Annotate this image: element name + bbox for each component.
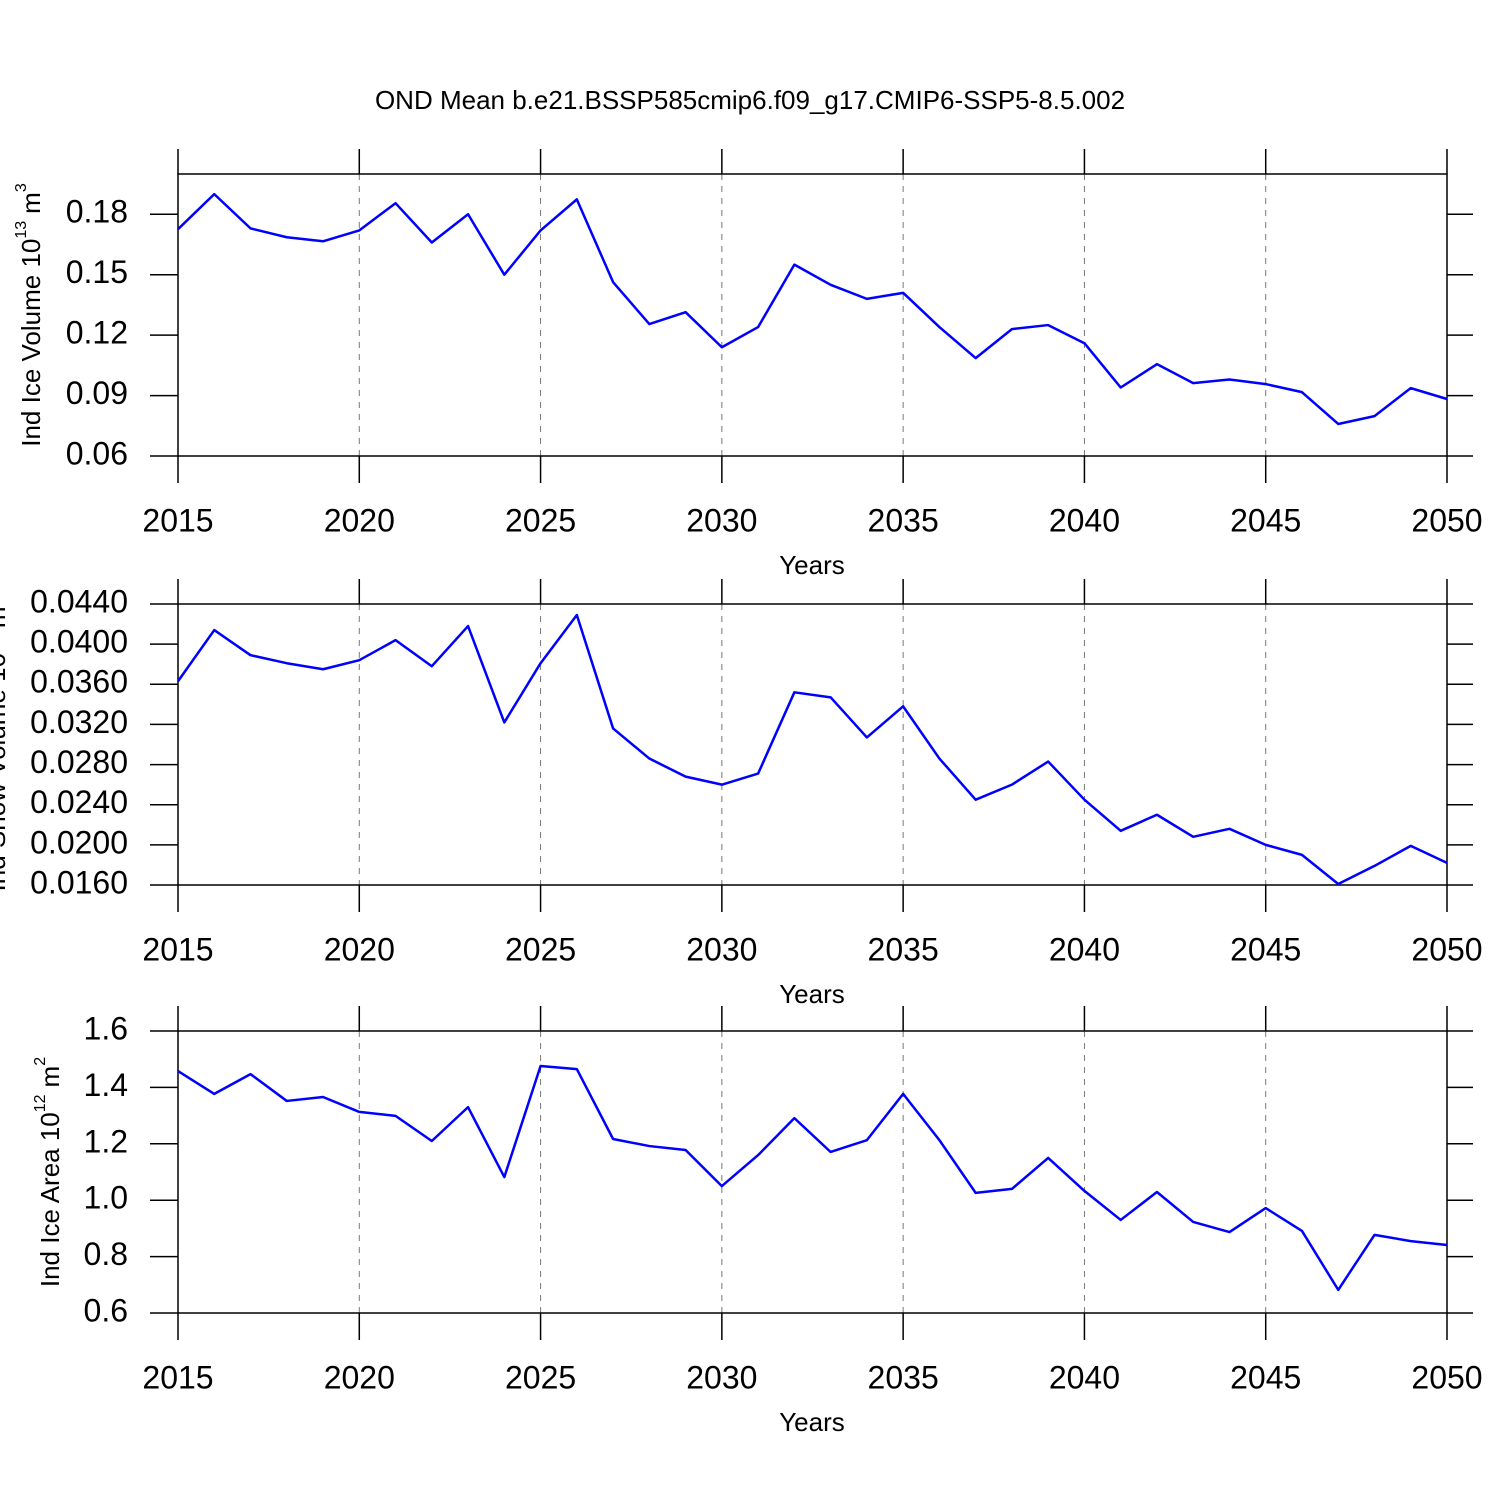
y-tick-label: 0.6 <box>84 1292 128 1328</box>
x-tick-label: 2045 <box>1230 1359 1301 1395</box>
y-axis-label-unit: m <box>16 192 46 214</box>
plot-frame <box>177 173 1448 457</box>
y-tick-label: 0.0160 <box>30 864 128 900</box>
x-tick-label: 2050 <box>1411 931 1482 967</box>
y-axis-label: Ind Ice Volume 1013 m3 <box>13 183 46 447</box>
x-tick-label: 2015 <box>142 931 213 967</box>
x-tick-label: 2020 <box>324 502 395 538</box>
x-tick-label: 2040 <box>1049 502 1120 538</box>
y-axis-label-unit: m <box>0 606 11 628</box>
x-tick-label: 2020 <box>324 1359 395 1395</box>
y-tick-label: 1.2 <box>84 1123 128 1159</box>
x-tick-label: 2025 <box>505 931 576 967</box>
y-axis-label-text: Ind Ice Area 10 <box>35 1112 65 1287</box>
y-tick-label: 0.15 <box>66 254 128 290</box>
x-tick-label: 2015 <box>142 1359 213 1395</box>
chart-title: OND Mean b.e21.BSSP585cmip6.f09_g17.CMIP… <box>375 85 1125 115</box>
x-tick-label: 2035 <box>868 1359 939 1395</box>
x-axis-label: Years <box>779 1407 845 1437</box>
y-axis-label-exp: 12 <box>32 1094 49 1112</box>
data-line <box>177 1064 1448 1292</box>
y-tick-label: 0.8 <box>84 1236 128 1272</box>
x-tick-label: 2030 <box>686 931 757 967</box>
y-tick-label: 0.0240 <box>30 784 128 820</box>
y-axis-label-unit-exp: 3 <box>13 183 30 192</box>
y-tick-label: 0.18 <box>66 194 128 230</box>
plot-frame <box>177 1030 1448 1314</box>
x-tick-label: 2040 <box>1049 931 1120 967</box>
y-tick-label: 0.0320 <box>30 704 128 740</box>
y-tick-label: 0.12 <box>66 315 128 351</box>
y-axis-label-exp: 13 <box>13 221 30 239</box>
x-tick-label: 2025 <box>505 502 576 538</box>
x-axis-label: Years <box>779 979 845 1009</box>
y-tick-label: 1.6 <box>84 1010 128 1046</box>
y-axis-label-unit-exp: 2 <box>32 1057 49 1066</box>
x-tick-label: 2050 <box>1411 1359 1482 1395</box>
x-tick-label: 2025 <box>505 1359 576 1395</box>
x-tick-label: 2020 <box>324 931 395 967</box>
x-tick-label: 2045 <box>1230 502 1301 538</box>
y-axis-label: Ind Snow Volume 1013m3 <box>0 597 11 891</box>
y-tick-label: 0.0360 <box>30 664 128 700</box>
y-tick-label: 0.0440 <box>30 583 128 619</box>
y-tick-label: 0.06 <box>66 435 128 471</box>
y-axis-label-text: Ind Ice Volume 10 <box>16 239 46 447</box>
x-tick-label: 2035 <box>868 931 939 967</box>
x-tick-label: 2040 <box>1049 1359 1120 1395</box>
y-tick-label: 1.0 <box>84 1180 128 1216</box>
data-line <box>177 192 1448 426</box>
y-axis-label-unit: m <box>35 1066 65 1088</box>
x-tick-label: 2015 <box>142 502 213 538</box>
y-tick-label: 0.0280 <box>30 744 128 780</box>
y-tick-label: 0.0400 <box>30 624 128 660</box>
x-tick-label: 2035 <box>868 502 939 538</box>
y-axis-label: Ind Ice Area 1012 m2 <box>32 1057 65 1287</box>
x-tick-label: 2030 <box>686 1359 757 1395</box>
x-tick-label: 2030 <box>686 502 757 538</box>
data-line <box>176 613 1448 886</box>
x-tick-label: 2050 <box>1411 502 1482 538</box>
y-tick-label: 0.09 <box>66 375 128 411</box>
y-tick-label: 0.0200 <box>30 824 128 860</box>
plot-frame <box>177 603 1448 886</box>
y-axis-label-text: Ind Snow Volume 10 <box>0 653 11 892</box>
x-tick-label: 2045 <box>1230 931 1301 967</box>
x-axis-label: Years <box>779 550 845 580</box>
y-tick-label: 1.4 <box>84 1067 128 1103</box>
